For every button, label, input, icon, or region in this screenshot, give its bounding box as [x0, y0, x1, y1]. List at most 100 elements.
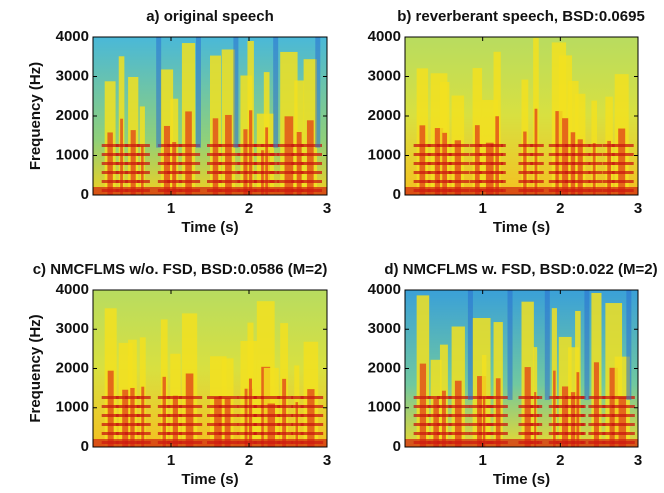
harmonic — [101, 171, 121, 174]
harmonic — [291, 423, 305, 426]
harmonic — [277, 162, 303, 165]
harmonic — [572, 153, 591, 156]
spectrogram-burst-core — [107, 370, 114, 447]
harmonic — [101, 153, 121, 156]
spectrogram-burst-core — [593, 362, 599, 447]
harmonic — [490, 153, 506, 156]
y-tick-label: 2000 — [368, 359, 401, 376]
y-tick-label: 1000 — [368, 399, 401, 416]
harmonic — [436, 405, 453, 408]
harmonic — [572, 405, 586, 408]
x-axis-label: Time (s) — [181, 219, 238, 236]
harmonic — [178, 153, 201, 156]
harmonic — [218, 171, 241, 174]
harmonic — [136, 405, 151, 408]
harmonic — [588, 405, 607, 408]
harmonic — [448, 414, 470, 417]
harmonic — [136, 180, 150, 183]
harmonic — [478, 414, 492, 417]
harmonic — [413, 432, 435, 435]
harmonic — [588, 153, 603, 156]
harmonic — [167, 432, 186, 435]
harmonic — [518, 405, 539, 408]
harmonic — [291, 405, 305, 408]
spectrogram-burst-core — [163, 125, 171, 195]
harmonic — [300, 396, 324, 399]
harmonic — [101, 423, 122, 426]
harmonic — [588, 144, 603, 147]
harmonic — [101, 432, 122, 435]
harmonic — [157, 414, 173, 417]
harmonic — [611, 432, 635, 435]
harmonic — [413, 153, 434, 156]
y-tick-label: 1000 — [56, 146, 89, 163]
harmonic — [588, 180, 603, 183]
harmonic — [436, 423, 453, 426]
harmonic — [490, 396, 508, 399]
plot-title: a) original speech — [146, 8, 274, 25]
harmonic — [530, 153, 544, 156]
harmonic — [291, 396, 305, 399]
low-band — [405, 439, 638, 447]
harmonic — [244, 432, 259, 435]
harmonic — [611, 423, 635, 426]
harmonic — [530, 396, 543, 399]
harmonic — [136, 153, 150, 156]
x-tick-label: 1 — [167, 452, 175, 469]
harmonic — [178, 171, 201, 174]
harmonic — [178, 405, 203, 408]
harmonic — [448, 423, 470, 426]
spectrogram-gap — [507, 290, 513, 400]
harmonic — [436, 414, 453, 417]
harmonic — [115, 180, 130, 183]
harmonic — [277, 144, 303, 147]
harmonic — [115, 171, 130, 174]
harmonic — [611, 153, 634, 156]
harmonic — [300, 414, 324, 417]
harmonic — [136, 171, 150, 174]
harmonic — [260, 414, 284, 417]
harmonic — [277, 423, 294, 426]
harmonic — [478, 405, 492, 408]
harmonic — [178, 162, 201, 165]
harmonic — [518, 414, 539, 417]
harmonic — [218, 162, 241, 165]
harmonic — [490, 171, 506, 174]
harmonic — [518, 396, 539, 399]
x-tick-label: 2 — [245, 452, 253, 469]
y-tick-label: 3000 — [368, 320, 401, 337]
harmonic — [277, 171, 303, 174]
harmonic — [588, 432, 607, 435]
harmonic — [602, 144, 618, 147]
y-tick-label: 2000 — [56, 359, 89, 376]
harmonic — [101, 414, 122, 417]
harmonic — [125, 162, 144, 165]
spectrogram-burst-core — [618, 128, 626, 195]
spectrogram-image — [405, 290, 638, 447]
harmonic — [572, 180, 591, 183]
harmonic — [413, 180, 434, 183]
spectrogram-burst-core — [562, 118, 569, 195]
harmonic — [530, 432, 543, 435]
y-tick-label: 2000 — [368, 107, 401, 124]
harmonic — [291, 144, 310, 147]
spectrogram-burst-core — [477, 376, 487, 447]
harmonic — [244, 423, 259, 426]
spectrogram-burst-core — [441, 390, 446, 447]
harmonic — [218, 153, 241, 156]
harmonic — [300, 171, 323, 174]
harmonic — [157, 405, 173, 408]
x-tick-label: 1 — [478, 200, 486, 217]
harmonic — [413, 162, 434, 165]
y-tick-label: 1000 — [368, 146, 401, 163]
y-tick-label: 4000 — [56, 28, 89, 45]
harmonic — [469, 171, 488, 174]
spectrogram-burst-core — [483, 396, 486, 447]
harmonic — [478, 432, 492, 435]
harmonic — [572, 423, 586, 426]
spectrogram-burst-core — [141, 146, 144, 195]
harmonic — [588, 414, 607, 417]
y-tick-label: 3000 — [368, 67, 401, 84]
harmonic — [125, 423, 142, 426]
harmonic — [300, 432, 324, 435]
